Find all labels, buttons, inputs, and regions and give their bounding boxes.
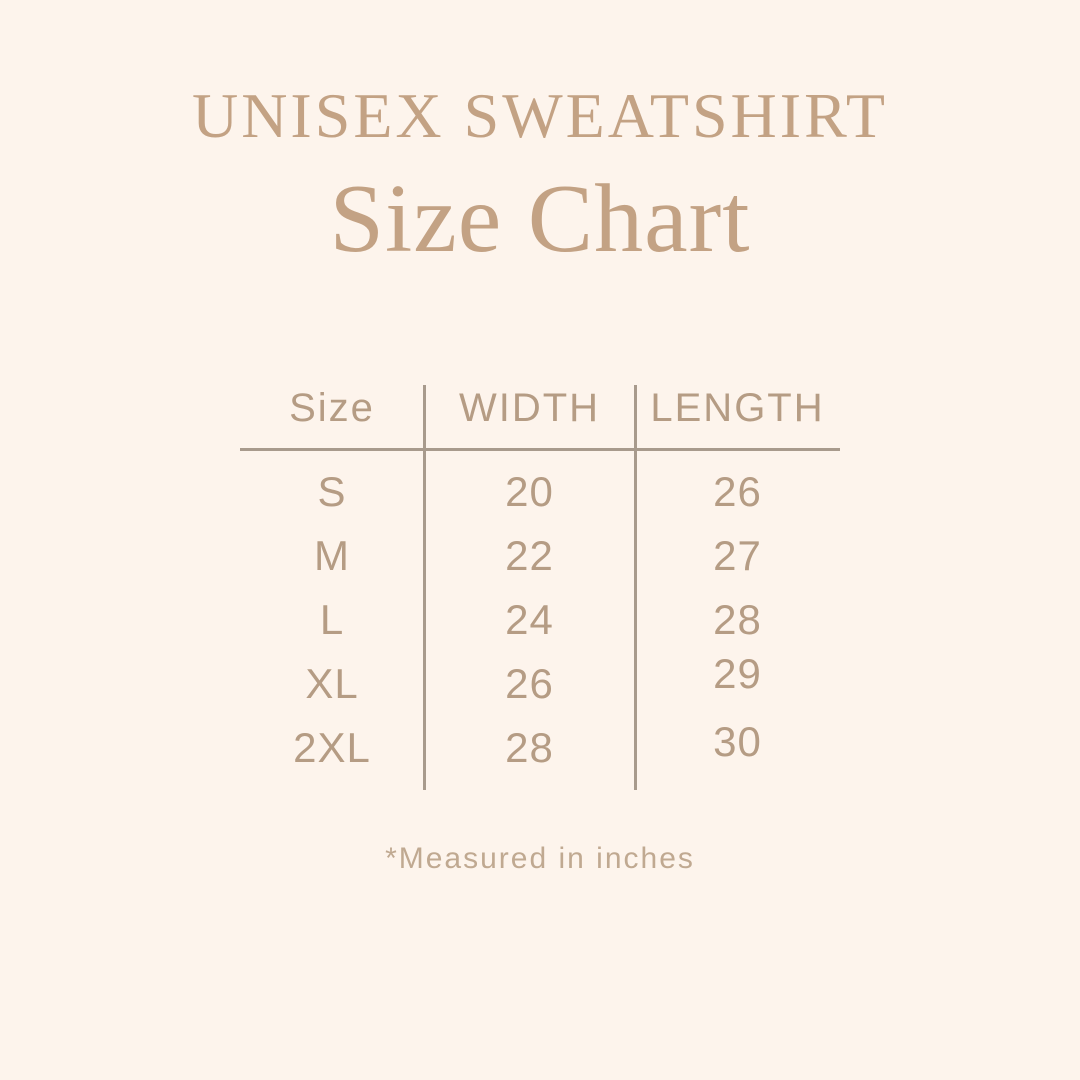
table-body: S 20 26 M 22 27 L 24 28 XL 26 29 2XL bbox=[240, 448, 840, 790]
table-row-s: S 20 26 bbox=[240, 460, 840, 524]
length-value: 28 bbox=[713, 596, 762, 643]
width-value: 22 bbox=[505, 532, 554, 579]
size-table: Size WIDTH LENGTH S 20 26 M 22 27 L 24 2… bbox=[240, 368, 840, 790]
column-divider-line-2 bbox=[634, 385, 637, 790]
column-divider-line-1 bbox=[423, 385, 426, 790]
table-row-m: M 22 27 bbox=[240, 524, 840, 588]
measurement-footnote: *Measured in inches bbox=[385, 842, 695, 875]
width-value: 24 bbox=[505, 596, 554, 643]
column-header-width: WIDTH bbox=[458, 385, 601, 430]
width-value: 20 bbox=[505, 468, 554, 515]
table-header-row: Size WIDTH LENGTH bbox=[240, 368, 840, 448]
length-value: 26 bbox=[713, 468, 762, 515]
size-label: L bbox=[319, 596, 345, 643]
size-label: M bbox=[314, 532, 350, 579]
column-header-length: LENGTH bbox=[650, 385, 825, 430]
length-value: 30 bbox=[713, 718, 762, 765]
product-title: UNISEX SWEATSHIRT bbox=[191, 80, 889, 151]
width-value: 28 bbox=[505, 724, 554, 771]
column-header-size: Size bbox=[289, 385, 375, 430]
page-title: Size Chart bbox=[329, 165, 751, 273]
size-label: 2XL bbox=[293, 724, 371, 771]
header-underline bbox=[240, 448, 840, 451]
size-label: XL bbox=[305, 660, 359, 707]
length-value: 29 bbox=[713, 650, 762, 697]
length-value: 27 bbox=[713, 532, 762, 579]
table-row-xl: XL 26 29 bbox=[240, 650, 840, 716]
table-row-2xl: 2XL 28 30 bbox=[240, 716, 840, 780]
size-label: S bbox=[317, 468, 347, 515]
table-row-l: L 24 28 bbox=[240, 588, 840, 652]
width-value: 26 bbox=[505, 660, 554, 707]
